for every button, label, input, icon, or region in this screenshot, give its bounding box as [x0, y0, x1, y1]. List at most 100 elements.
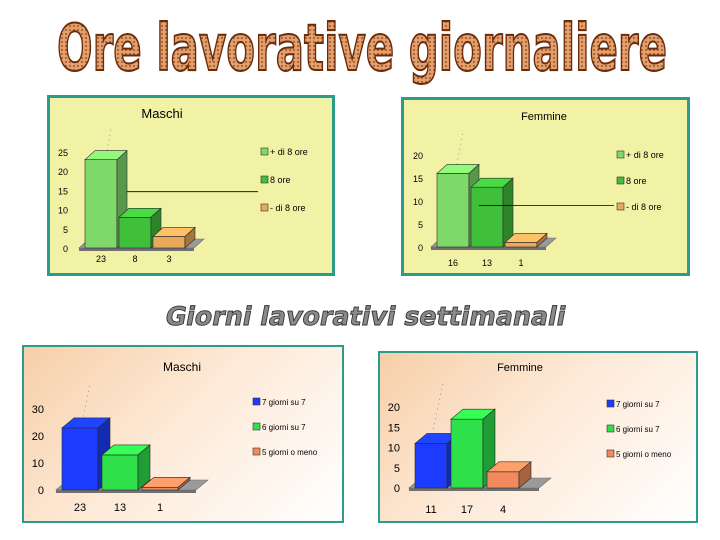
y-tick-label: 0: [63, 244, 68, 254]
chart-floor-edge: [409, 488, 539, 491]
bar-front: [61, 427, 99, 491]
y-tick-label: 10: [32, 458, 44, 470]
bar-front: [101, 454, 139, 491]
legend-label: 6 giorni su 7: [262, 423, 306, 432]
y-tick-label: 20: [413, 151, 423, 161]
bar-front: [84, 159, 118, 249]
chart-femmine-giorni: Femmine 0 5 10 15 20 11 17 4 7 giorni su 7 6 giorn…: [378, 351, 698, 523]
legend-swatch: [606, 449, 615, 458]
legend-swatch: [252, 447, 261, 456]
chart-back-axis: [69, 384, 91, 481]
legend-label: 8 ore: [270, 175, 291, 185]
bar: [470, 177, 514, 248]
chart-maschi-giorni: Maschi 0 10 20 30 23 13 1 7 giorni su 7 6 giorni …: [22, 345, 344, 523]
bar-side: [536, 232, 548, 248]
bar-front: [436, 173, 470, 248]
chart-floor-edge: [431, 247, 546, 250]
y-tick-label: 5: [418, 220, 423, 230]
data-label: 1: [518, 258, 523, 268]
legend-swatch: [252, 422, 261, 431]
legend-label: 5 giorni o meno: [616, 450, 672, 459]
data-label: 17: [461, 504, 473, 516]
chart-back-axis: [422, 382, 444, 479]
legend-swatch: [260, 147, 269, 156]
y-tick-label: 10: [413, 197, 423, 207]
chart-floor-edge: [56, 490, 196, 493]
legend-swatch: [260, 203, 269, 212]
legend-swatch: [616, 176, 625, 185]
legend-swatch: [616, 202, 625, 211]
bar-front: [486, 471, 520, 489]
bar: [504, 232, 548, 248]
data-label: 13: [114, 502, 126, 514]
legend-label: - di 8 ore: [270, 203, 306, 213]
chart-maschi-ore: Maschi 0 5 10 15 20 25 23 8 3 + di 8 ore 8 ore - di …: [47, 95, 335, 276]
y-tick-label: 20: [32, 431, 44, 443]
chart-svg: Femmine 0 5 10 15 20 16 13 1 + di 8 ore 8 ore - di …: [413, 111, 664, 268]
y-tick-label: 15: [58, 186, 68, 196]
chart-svg: Maschi 0 10 20 30 23 13 1 7 giorni su 7 6 giorni …: [32, 360, 318, 514]
bar-front: [152, 236, 186, 249]
y-tick-label: 15: [388, 422, 400, 434]
y-tick-label: 30: [32, 404, 44, 416]
y-tick-label: 0: [38, 485, 44, 497]
data-label: 23: [96, 254, 106, 264]
bar: [101, 444, 151, 491]
data-label: 11: [425, 504, 436, 516]
bar: [486, 461, 532, 489]
legend-label: 8 ore: [626, 176, 647, 186]
y-tick-label: 25: [58, 148, 68, 158]
bar-side: [137, 444, 151, 491]
legend-swatch: [606, 424, 615, 433]
bar-front: [470, 186, 504, 248]
chart-title: Maschi: [163, 360, 201, 374]
legend-label: 6 giorni su 7: [616, 425, 660, 434]
bar: [450, 408, 496, 489]
data-label: 1: [157, 502, 163, 514]
chart-title: Femmine: [521, 111, 567, 123]
bar-front: [504, 242, 538, 248]
y-tick-label: 15: [413, 174, 423, 184]
svg-text:Giorni lavorativi settimanali: Giorni lavorativi settimanali: [163, 302, 569, 332]
page-subtitle: Giorni lavorativi settimanali: [162, 302, 569, 333]
y-tick-label: 5: [394, 463, 400, 475]
y-tick-label: 20: [388, 402, 400, 414]
data-label: 3: [166, 254, 171, 264]
legend-swatch: [616, 150, 625, 159]
chart-title: Femmine: [497, 362, 543, 374]
bar: [141, 476, 191, 491]
bar-front: [141, 487, 179, 491]
data-label: 4: [500, 504, 506, 516]
bar: [152, 226, 196, 249]
data-label: 8: [132, 254, 137, 264]
data-label: 13: [482, 258, 492, 268]
y-tick-label: 10: [388, 443, 400, 455]
data-label: 23: [74, 502, 86, 514]
y-tick-label: 10: [58, 206, 68, 216]
chart-floor-edge: [79, 248, 194, 251]
legend-label: - di 8 ore: [626, 202, 662, 212]
bar-front: [450, 418, 484, 489]
legend-label: + di 8 ore: [270, 147, 308, 157]
legend-label: 5 giorni o meno: [262, 448, 318, 457]
bar-front: [414, 443, 448, 489]
bar-side: [518, 461, 532, 489]
legend-swatch: [606, 399, 615, 408]
bar-side: [184, 226, 196, 249]
data-label: 16: [448, 258, 458, 268]
svg-text:Ore lavorative giornaliere: Ore lavorative giornaliere: [57, 12, 667, 86]
bar-side: [177, 476, 191, 491]
legend-label: 7 giorni su 7: [262, 398, 306, 407]
y-tick-label: 20: [58, 167, 68, 177]
chart-femmine-ore: Femmine 0 5 10 15 20 16 13 1 + di 8 ore 8 ore - di …: [401, 97, 690, 276]
legend-swatch: [252, 397, 261, 406]
chart-title: Maschi: [141, 106, 182, 121]
chart-svg: Maschi 0 5 10 15 20 25 23 8 3 + di 8 ore 8 ore - di …: [58, 106, 308, 264]
page-title: Ore lavorative giornaliere: [56, 11, 668, 86]
legend-swatch: [260, 175, 269, 184]
y-tick-label: 0: [418, 243, 423, 253]
y-tick-label: 0: [394, 483, 400, 495]
legend-label: + di 8 ore: [626, 150, 664, 160]
bar-front: [118, 216, 152, 249]
y-tick-label: 5: [63, 225, 68, 235]
